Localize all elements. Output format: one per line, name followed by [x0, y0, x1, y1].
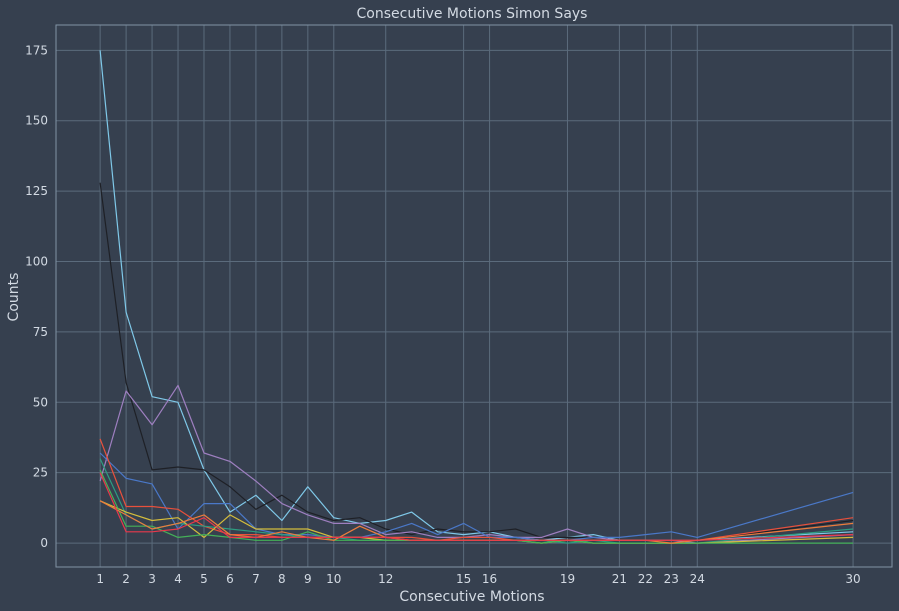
x-tick-label: 2	[122, 572, 130, 586]
x-tick-label: 19	[560, 572, 575, 586]
series-layer	[99, 50, 854, 544]
y-tick-labels: 0 25 50 75 100 125 150 175	[25, 43, 48, 550]
series-line-10	[99, 472, 854, 541]
x-tick-label: 7	[252, 572, 260, 586]
x-tick-label: 3	[148, 572, 156, 586]
y-axis-label: Counts	[6, 273, 22, 322]
x-tick-label: 1	[96, 572, 104, 586]
series-line-1	[99, 50, 854, 541]
x-tick-label: 12	[378, 572, 393, 586]
series-line-9	[99, 500, 854, 544]
y-tick-label: 75	[33, 325, 48, 339]
x-tick-label: 21	[612, 572, 627, 586]
x-tick-label: 16	[482, 572, 497, 586]
x-tick-label: 6	[226, 572, 234, 586]
x-tick-labels: 1 2 3 4 5 6 7 8 9 10 12 15 16 19 21 22 23 24 30	[96, 572, 860, 586]
y-tick-label: 25	[33, 466, 48, 480]
x-tick-label: 23	[664, 572, 679, 586]
x-tick-label: 4	[174, 572, 182, 586]
x-tick-label: 15	[456, 572, 471, 586]
y-tick-label: 100	[25, 255, 48, 269]
x-tick-label: 10	[326, 572, 341, 586]
x-tick-label: 8	[278, 572, 286, 586]
plot-frame	[55, 24, 893, 568]
y-tick-label: 0	[40, 536, 48, 550]
y-tick-label: 50	[33, 395, 48, 409]
y-tick-label: 150	[25, 114, 48, 128]
x-axis-label: Consecutive Motions	[399, 589, 544, 605]
y-tick-label: 175	[25, 43, 48, 57]
grid-lines	[56, 25, 892, 567]
series-line-3	[99, 384, 854, 544]
x-tick-label: 30	[845, 572, 860, 586]
y-tick-label: 125	[25, 184, 48, 198]
series-line-2	[99, 182, 854, 541]
x-tick-label: 22	[638, 572, 653, 586]
series-line-4	[99, 452, 854, 541]
chart-title: Consecutive Motions Simon Says	[357, 6, 588, 22]
x-tick-label: 24	[690, 572, 705, 586]
x-tick-label: 9	[304, 572, 312, 586]
x-tick-label: 5	[200, 572, 208, 586]
